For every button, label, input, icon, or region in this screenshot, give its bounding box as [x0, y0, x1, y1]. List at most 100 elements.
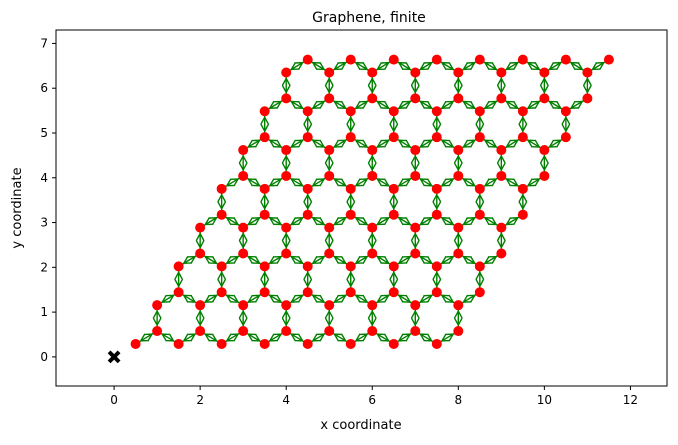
bond-arrowhead	[402, 255, 412, 264]
bond-arrowhead	[367, 85, 377, 94]
lattice-site	[517, 209, 528, 220]
lattice-site	[345, 287, 356, 298]
bond-arrowhead	[423, 217, 433, 226]
bond-arrowhead	[346, 115, 356, 125]
bond-arrowhead	[453, 309, 463, 319]
bond-arrowhead	[251, 256, 261, 265]
bond-arrowhead	[333, 333, 343, 342]
bond-arrowhead	[548, 62, 558, 71]
lattice-site	[474, 261, 485, 272]
bond-arrowhead	[367, 240, 377, 249]
lattice-site	[195, 300, 206, 311]
bond-arrowhead	[337, 100, 347, 109]
bond-arrowhead	[432, 123, 442, 133]
bond-arrowhead	[569, 61, 580, 70]
lattice-site	[474, 183, 485, 194]
bond-arrowhead	[303, 115, 313, 125]
bond-arrowhead	[410, 154, 420, 164]
bond-arrowhead	[260, 193, 270, 203]
bond-arrowhead	[531, 100, 541, 109]
y-tick-label: 5	[40, 126, 48, 140]
lattice-site	[238, 170, 249, 181]
bond-arrowhead	[316, 100, 326, 109]
x-tick-label: 10	[537, 393, 552, 407]
bond-arrowhead	[488, 217, 498, 226]
bond-arrowhead	[410, 77, 420, 86]
lattice-site	[281, 67, 292, 78]
bond-arrowhead	[466, 139, 476, 148]
lattice-site	[324, 248, 335, 259]
bond-arrowhead	[290, 217, 300, 226]
bond-arrowhead	[251, 294, 261, 303]
bond-arrowhead	[311, 217, 321, 226]
bond-arrowhead	[376, 217, 386, 226]
bond-arrowhead	[303, 270, 313, 280]
bond-arrowhead	[225, 294, 235, 303]
bond-arrowhead	[389, 115, 399, 125]
bond-arrowhead	[397, 256, 407, 265]
lattice-site	[582, 93, 593, 104]
lattice-site	[539, 145, 550, 156]
lattice-site	[388, 183, 399, 194]
bond-arrowhead	[333, 294, 343, 303]
bond-arrowhead	[195, 240, 205, 249]
lattice-site	[474, 132, 485, 143]
bond-arrowhead	[440, 139, 450, 148]
bond-arrowhead	[359, 333, 369, 342]
bond-arrowhead	[505, 100, 515, 109]
lattice-site	[367, 145, 378, 156]
bond-arrowhead	[290, 62, 300, 71]
bond-arrowhead	[376, 139, 386, 148]
bond-arrowhead	[333, 217, 343, 226]
bond-arrowhead	[552, 61, 562, 70]
bond-arrowhead	[462, 178, 472, 187]
bond-arrowhead	[496, 85, 506, 94]
bond-arrowhead	[466, 178, 476, 187]
bond-arrowhead	[445, 333, 455, 342]
bond-arrowhead	[367, 232, 377, 241]
bond-arrowhead	[552, 100, 562, 109]
bond-arrowhead	[354, 100, 364, 109]
bond-arrowhead	[397, 333, 407, 342]
bond-arrowhead	[238, 240, 248, 249]
bond-arrowhead	[539, 162, 549, 172]
bond-arrowhead	[423, 294, 433, 303]
bond-arrowhead	[294, 139, 304, 148]
lattice-site	[302, 261, 313, 272]
bond-arrowhead	[359, 178, 369, 187]
bond-arrowhead	[380, 139, 390, 148]
bond-arrowhead	[552, 139, 562, 148]
lattice-site	[324, 300, 335, 311]
bond-arrowhead	[574, 62, 584, 71]
bond-arrowhead	[509, 139, 519, 148]
bond-arrowhead	[526, 178, 537, 187]
bond-arrowhead	[311, 333, 321, 342]
bond-arrowhead	[380, 256, 390, 265]
bond-arrowhead	[462, 139, 472, 148]
bond-arrowhead	[251, 139, 261, 148]
lattice-site	[281, 170, 292, 181]
bond-arrowhead	[402, 100, 412, 109]
bond-arrowhead	[423, 61, 433, 70]
bond-arrowhead	[337, 333, 347, 342]
bond-arrowhead	[440, 294, 450, 303]
lattice-site	[281, 300, 292, 311]
lattice-site	[474, 54, 485, 65]
bond-arrowhead	[376, 100, 386, 109]
bond-arrowhead	[354, 217, 364, 226]
bond-arrowhead	[217, 193, 227, 203]
bond-arrowhead	[432, 270, 442, 280]
bond-arrowhead	[402, 217, 412, 226]
bond-arrowhead	[389, 193, 399, 203]
bond-arrowhead	[161, 294, 171, 303]
bond-arrowhead	[281, 317, 291, 327]
bond-arrowhead	[333, 139, 343, 148]
bond-arrowhead	[376, 178, 386, 187]
lattice-site	[324, 145, 335, 156]
lattice-site	[152, 326, 163, 337]
bond-arrowhead	[281, 162, 291, 172]
lattice-site	[517, 106, 528, 117]
lattice-site	[238, 145, 249, 156]
bond-arrowhead	[410, 240, 420, 249]
